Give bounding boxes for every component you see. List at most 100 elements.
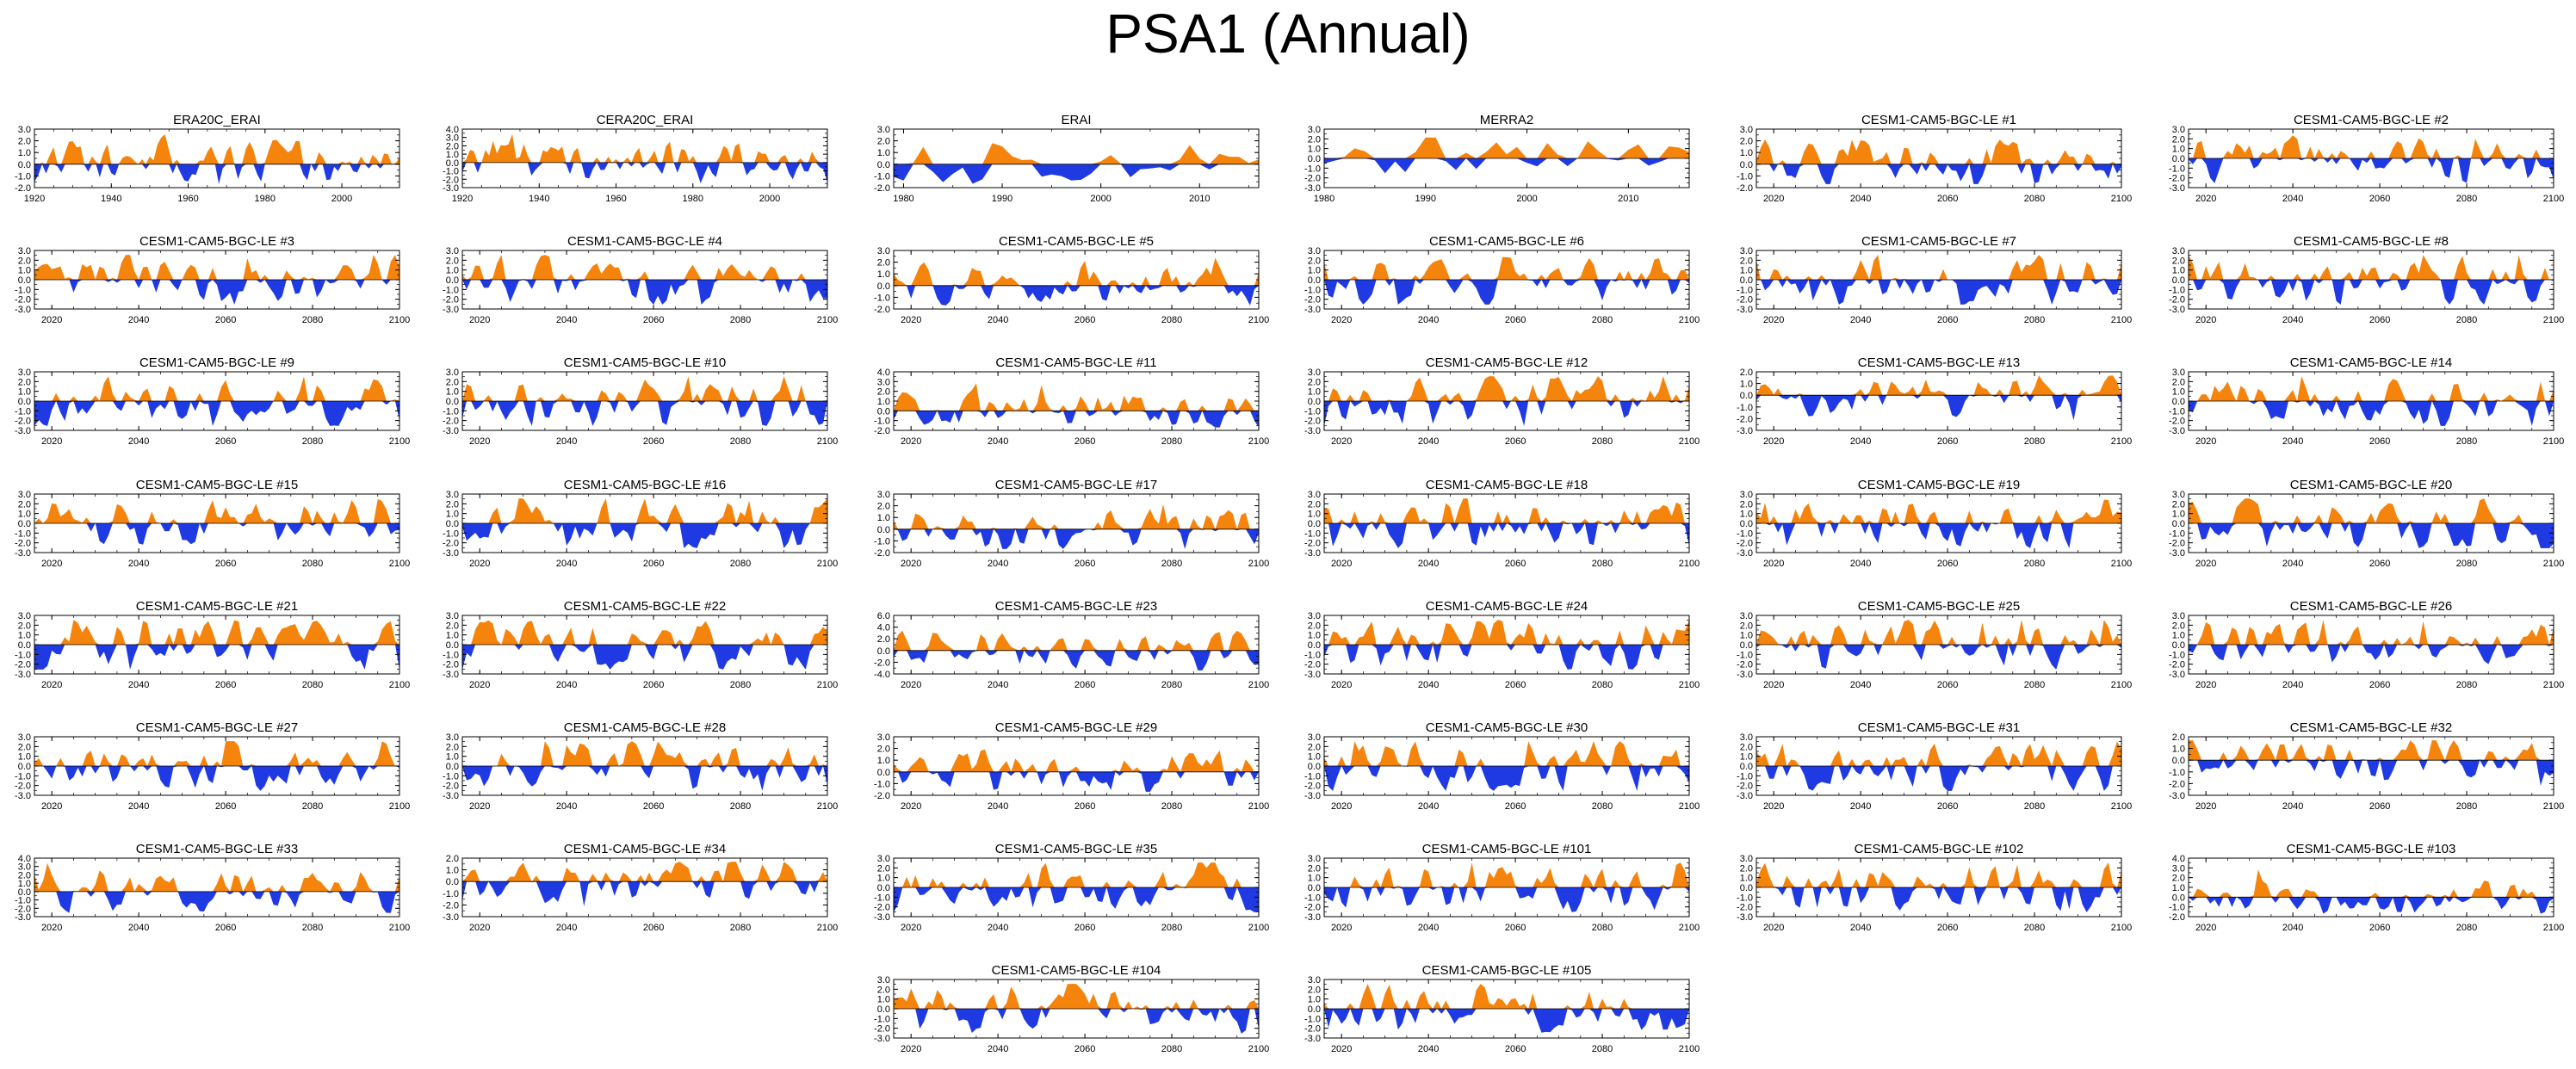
negative-area (894, 771, 1259, 792)
y-tick-label: 3.0 (2172, 368, 2185, 378)
x-tick-label: 2020 (41, 923, 62, 933)
x-tick-label: 2060 (215, 315, 236, 325)
panel-title: CESM1-CAM5-BGC-LE #1 (1861, 113, 2016, 127)
positive-area (2189, 135, 2554, 158)
y-tick-label: 2.0 (2172, 621, 2185, 631)
panel-34: CESM1-CAM5-BGC-LE #30-3.0-2.0-1.00.01.02… (1304, 720, 1700, 812)
panel-29: CESM1-CAM5-BGC-LE #25-3.0-2.0-1.00.01.02… (1737, 599, 2132, 690)
y-tick-label: 4.0 (877, 623, 890, 633)
x-tick-label: 2040 (556, 923, 577, 933)
y-tick-label: 0.0 (1308, 1004, 1321, 1015)
y-tick-label: -1.0 (1304, 528, 1321, 539)
y-tick-label: -2.0 (2169, 660, 2185, 670)
y-tick-label: -3.0 (1737, 912, 1753, 923)
y-tick-label: 3.0 (1740, 732, 1753, 743)
panel-title: CESM1-CAM5-BGC-LE #25 (1858, 599, 2020, 614)
panel-title: CESM1-CAM5-BGC-LE #3 (139, 234, 294, 249)
x-tick-label: 2060 (215, 801, 236, 812)
negative-area (462, 766, 827, 791)
figure-title: PSA1 (Annual) (1105, 3, 1471, 65)
x-tick-label: 2020 (41, 315, 62, 325)
y-tick-label: 4.0 (18, 854, 31, 864)
x-tick-label: 2040 (128, 315, 149, 325)
x-tick-label: 2020 (901, 680, 921, 690)
x-tick-label: 2100 (1248, 315, 1269, 325)
y-tick-label: -1.0 (2169, 164, 2185, 174)
negative-area (894, 164, 1259, 184)
y-tick-label: 2.0 (1740, 499, 1753, 510)
negative-area (462, 645, 827, 670)
x-tick-label: 2040 (1850, 923, 1871, 933)
x-tick-label: 2020 (1763, 194, 1784, 204)
panel-title: CESM1-CAM5-BGC-LE #21 (136, 599, 298, 614)
y-tick-label: 1.0 (446, 631, 459, 641)
y-tick-label: 1.0 (2172, 145, 2185, 155)
y-tick-label: -1.0 (443, 771, 459, 782)
x-tick-label: 2080 (2456, 680, 2477, 690)
y-tick-label: 3.0 (877, 125, 890, 135)
negative-area (34, 280, 399, 305)
y-tick-label: 0.0 (877, 883, 890, 893)
x-tick-label: 2080 (1592, 559, 1613, 569)
x-tick-label: 2080 (1161, 923, 1182, 933)
panel-title: CESM1-CAM5-BGC-LE #35 (995, 842, 1157, 856)
x-tick-label: 2080 (302, 923, 323, 933)
y-tick-label: -2.0 (874, 305, 890, 315)
x-tick-label: 2040 (1850, 194, 1871, 204)
negative-area (1756, 645, 2121, 670)
y-tick-label: -2.0 (15, 539, 31, 549)
x-tick-label: 2020 (469, 923, 490, 933)
y-tick-label: 3.0 (18, 611, 31, 621)
y-tick-label: 3.0 (1308, 368, 1321, 378)
y-tick-label: 2.0 (877, 258, 890, 269)
x-tick-label: 2080 (730, 315, 751, 325)
y-tick-label: -2.0 (443, 782, 459, 792)
positive-area (462, 376, 827, 401)
y-tick-label: 0.0 (1308, 883, 1321, 893)
y-tick-label: 1.0 (1740, 266, 1753, 276)
y-tick-label: -2.0 (15, 295, 31, 306)
x-tick-label: 2000 (759, 194, 780, 204)
y-tick-label: 0.0 (18, 397, 31, 407)
x-tick-label: 1980 (255, 194, 276, 204)
negative-area (1324, 523, 1689, 548)
x-tick-label: 2060 (215, 559, 236, 569)
y-tick-label: 2.0 (446, 854, 459, 864)
y-tick-label: -2.0 (1304, 417, 1321, 427)
x-tick-label: 2040 (988, 923, 1008, 933)
y-tick-label: -3.0 (1304, 670, 1321, 680)
x-tick-label: 2100 (817, 315, 838, 325)
x-tick-label: 2060 (1074, 1044, 1095, 1054)
y-tick-label: 2.0 (1308, 742, 1321, 752)
x-tick-label: 1940 (101, 194, 121, 204)
x-tick-label: 2040 (1418, 559, 1439, 569)
y-tick-label: -1.0 (1304, 650, 1321, 660)
x-tick-label: 2080 (2456, 436, 2477, 447)
y-tick-label: 0.0 (446, 158, 459, 169)
x-tick-label: 2100 (2111, 315, 2132, 325)
y-tick-label: -1.0 (2169, 768, 2185, 778)
y-tick-label: -3.0 (15, 670, 31, 680)
panel-20: CESM1-CAM5-BGC-LE #16-3.0-2.0-1.00.01.02… (443, 478, 838, 569)
panel-title: CESM1-CAM5-BGC-LE #8 (2294, 234, 2449, 249)
y-tick-label: 2.0 (1740, 368, 1753, 378)
y-tick-label: -3.0 (443, 548, 459, 559)
x-tick-label: 2080 (1161, 436, 1182, 447)
x-tick-label: 2040 (988, 1044, 1008, 1054)
y-tick-label: -2.0 (2169, 174, 2185, 184)
y-tick-label: 2.0 (877, 863, 890, 874)
y-tick-label: -1.0 (15, 285, 31, 295)
x-tick-label: 2020 (1331, 801, 1352, 812)
negative-area (34, 645, 399, 670)
x-tick-label: 2060 (1074, 680, 1095, 690)
y-tick-label: 3.0 (2172, 490, 2185, 500)
x-tick-label: 2040 (1850, 315, 1871, 325)
y-tick-label: -3.0 (2169, 548, 2185, 559)
negative-area (2189, 158, 2554, 183)
y-tick-label: 3.0 (1308, 490, 1321, 500)
x-tick-label: 2040 (1850, 801, 1871, 812)
panel-title: MERRA2 (1480, 113, 1534, 127)
y-tick-label: 1.0 (1740, 874, 1753, 884)
y-tick-label: -3.0 (443, 791, 459, 801)
y-tick-label: -2.0 (443, 539, 459, 549)
